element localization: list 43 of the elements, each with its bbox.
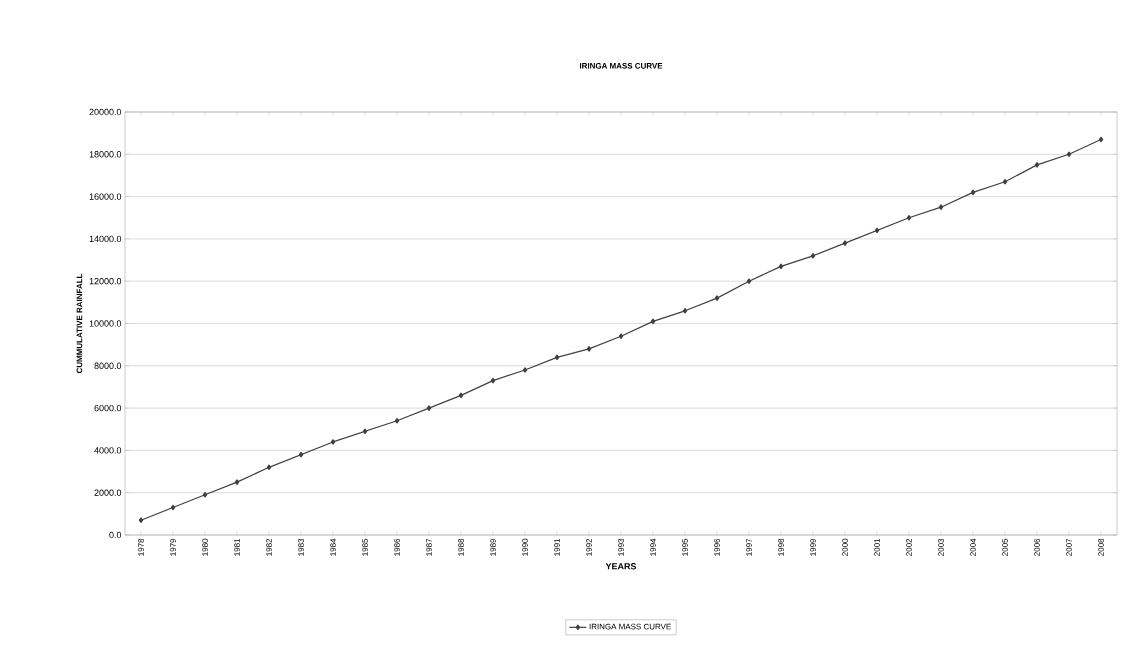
y-tick-label: 18000.0	[89, 151, 122, 158]
y-tick-label: 16000.0	[89, 193, 122, 200]
point	[490, 377, 496, 384]
point	[1002, 179, 1008, 185]
y-tick-label: 2000.0	[94, 489, 122, 496]
point	[1066, 151, 1072, 158]
point	[1034, 162, 1040, 168]
point	[1098, 136, 1104, 143]
point	[266, 464, 272, 471]
y-tick-label: 8000.0	[94, 362, 122, 369]
point	[938, 204, 944, 210]
point	[458, 392, 464, 399]
point	[394, 418, 400, 424]
point	[426, 405, 432, 411]
point	[714, 295, 720, 301]
point	[746, 278, 752, 284]
y-tick-label: 20000.0	[89, 108, 122, 116]
y-tick-label: 4000.0	[94, 447, 122, 454]
x-axis-title: YEARS	[605, 563, 637, 570]
point	[234, 479, 240, 485]
y-tick-label: 6000.0	[94, 404, 122, 412]
point	[970, 189, 976, 196]
point	[298, 451, 304, 458]
point	[330, 439, 336, 445]
point	[810, 253, 816, 259]
point	[138, 517, 144, 523]
point	[362, 428, 368, 435]
y-tick-label: 12000.0	[89, 278, 122, 285]
point	[906, 214, 912, 221]
point	[522, 367, 528, 373]
point	[778, 263, 784, 270]
y-tick-label: 14000.0	[89, 235, 122, 243]
y-tick-label: 10000.0	[89, 320, 122, 327]
point	[554, 354, 560, 361]
point	[170, 504, 176, 511]
point	[618, 333, 624, 339]
y-tick-label: 0.0	[109, 531, 122, 539]
point	[874, 227, 880, 234]
point	[682, 308, 688, 314]
point	[650, 318, 656, 325]
point	[842, 240, 848, 246]
point	[586, 346, 592, 352]
point	[202, 492, 208, 498]
